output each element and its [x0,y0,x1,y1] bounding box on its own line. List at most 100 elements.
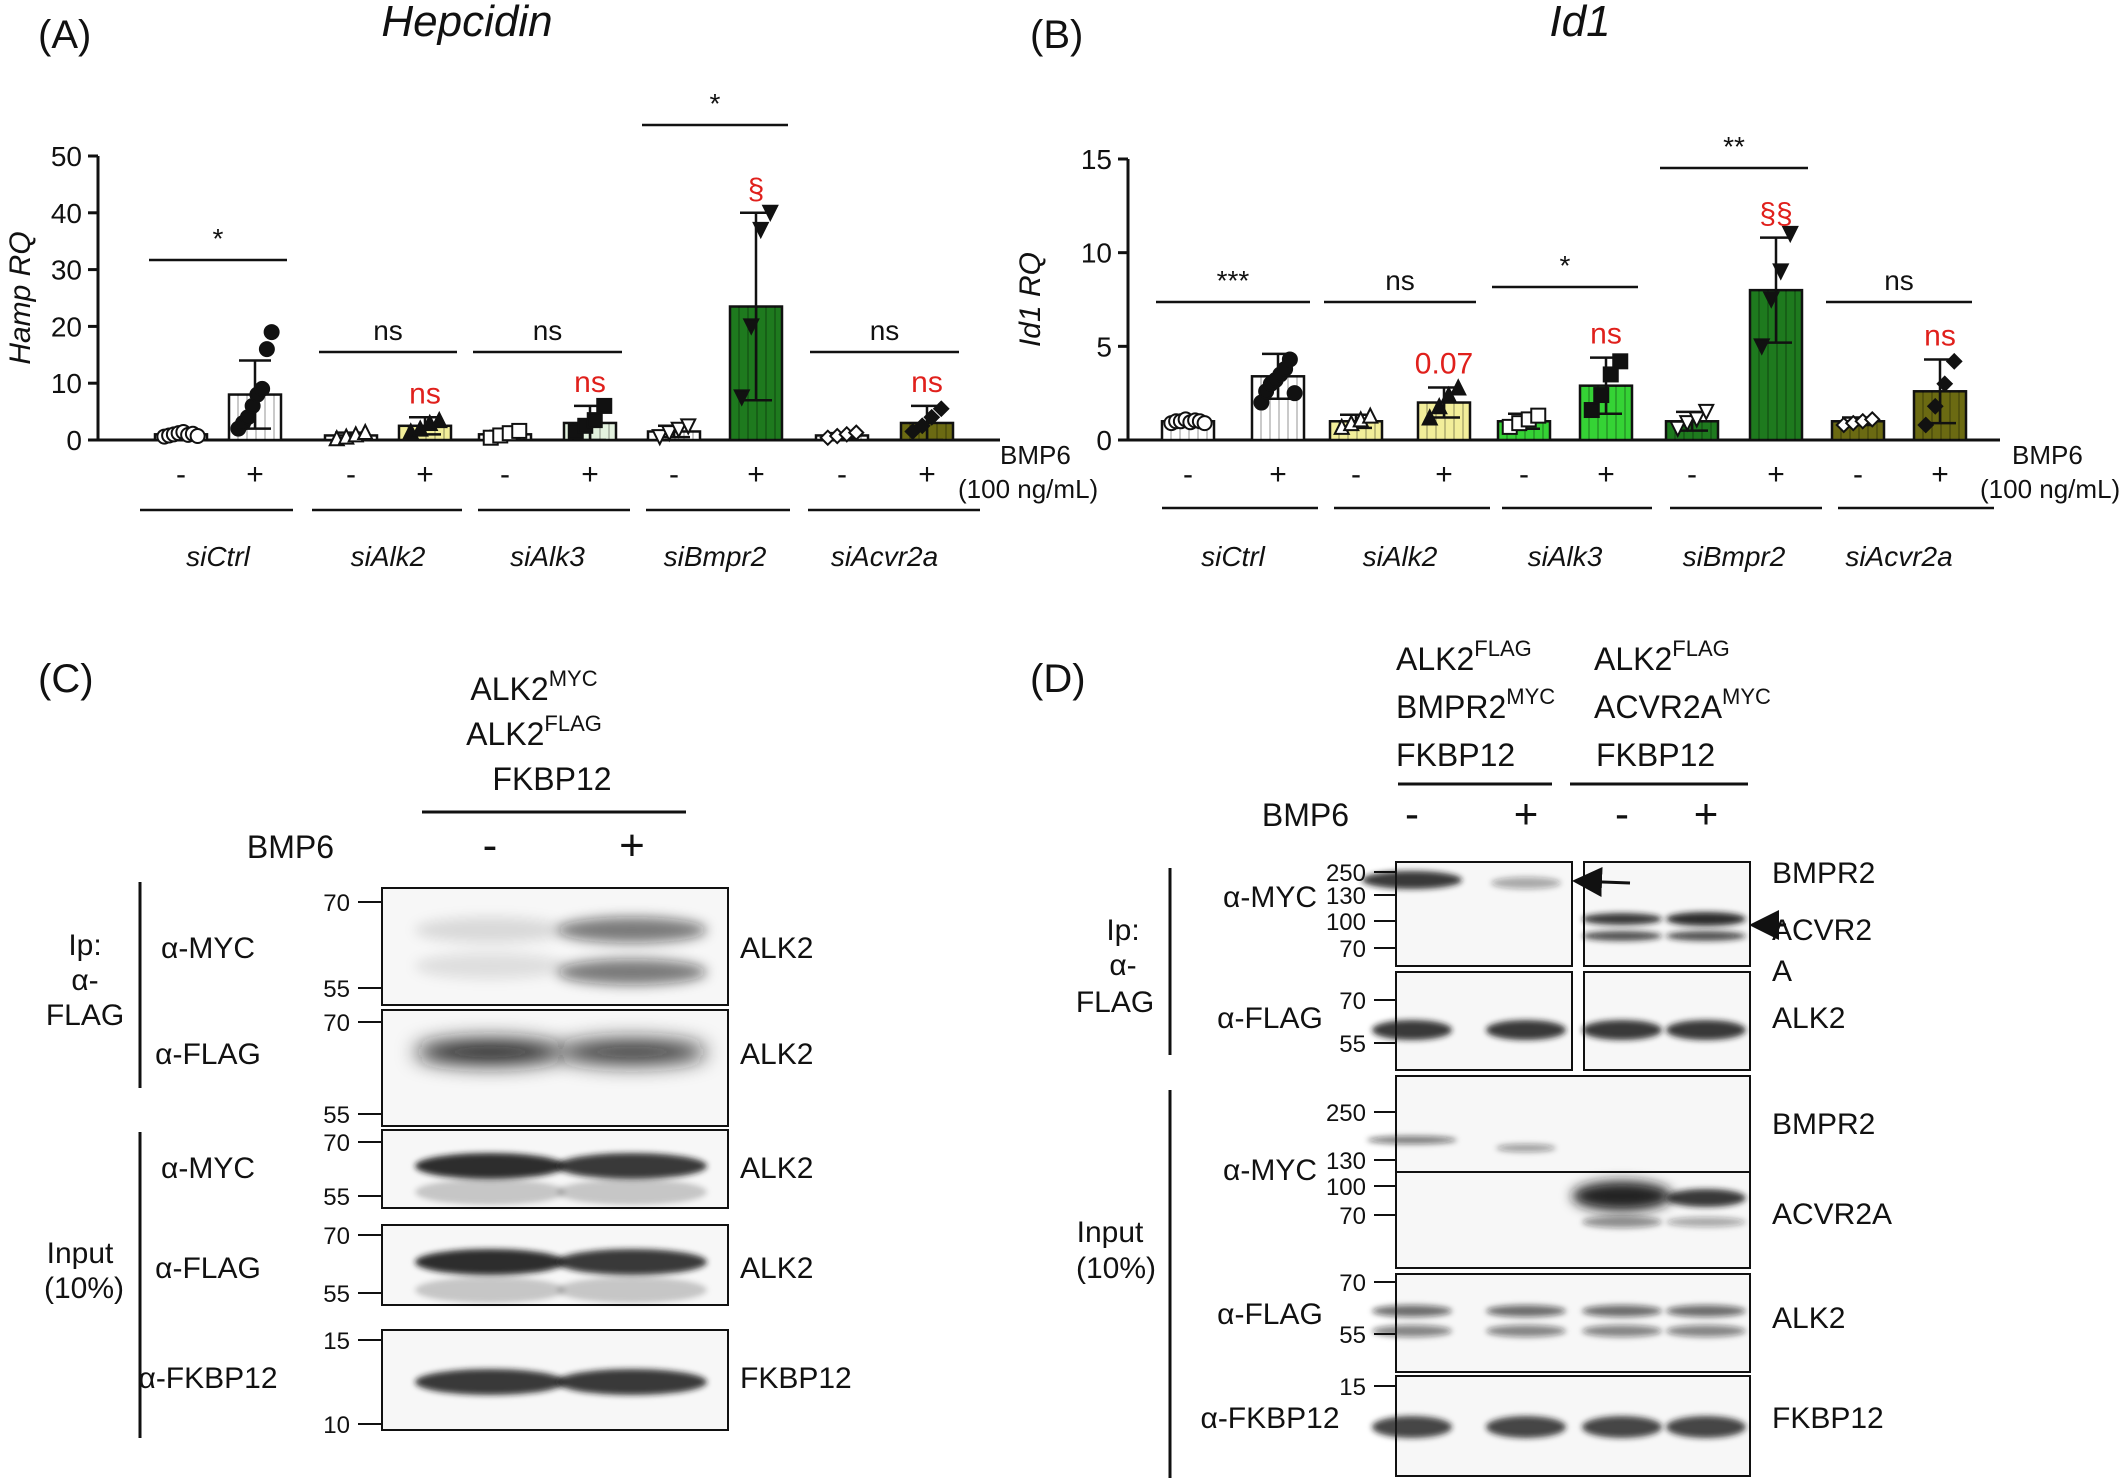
group-label: siAcvr2a [831,541,938,572]
blot-c-antibody: α-FLAG [155,1252,261,1285]
data-point [847,424,865,442]
blot-band [557,917,707,943]
blot-band [1666,1020,1746,1040]
comparison-label: ns [373,315,403,346]
blot-band [1362,871,1462,889]
blot-band [557,1277,707,1303]
group-label: siCtrl [186,541,251,572]
data-point [511,422,528,439]
comparison-label: ns [870,315,900,346]
blot-c-band-label: FKBP12 [740,1362,852,1395]
data-point [1593,387,1610,404]
blot-c-treatment-label: BMP6 [247,829,334,865]
data-point [586,412,603,429]
blot-d-band-label: BMPR2 [1772,1108,1875,1141]
blot-d: ALK2FLAG BMPR2MYC FKBP12 ALK2FLAG ACVR2A… [1076,636,1892,1478]
condition-label: - [346,458,356,491]
data-point [1678,415,1696,433]
data-point [1583,402,1600,419]
mw-marker-label: 100 [1326,1174,1366,1201]
data-point [1936,375,1954,393]
data-point [1863,410,1881,428]
data-point [1753,338,1771,356]
group-label: siBmpr2 [1683,541,1786,572]
blot-band [1582,1305,1662,1317]
data-point [1421,408,1439,426]
condition-label: + [1269,458,1287,491]
data-point [258,341,275,358]
annotation-vs-ctrl: ns [1590,318,1622,351]
y-axis-label: Id1 RQ [1014,252,1047,347]
blot-band [1486,1305,1566,1317]
panel-d-tag: (D) [1030,657,1086,701]
mw-marker-label: 70 [323,1130,350,1157]
group-label: siAlk3 [1528,541,1603,572]
data-point [596,397,613,414]
data-point [1926,397,1944,415]
blot-d-lane-4: + [1694,790,1719,837]
blot-band [1582,1416,1662,1438]
group-label: siAlk2 [1363,541,1438,572]
data-point [1762,291,1780,309]
blot-d-band-label: ACVR2 [1772,914,1872,947]
blot-band [415,953,565,979]
blot-band [1666,1305,1746,1317]
blot-band [1582,1216,1662,1228]
blot-band [415,1249,565,1275]
condition-label: + [747,458,765,491]
blot-band [1372,1020,1452,1040]
blot-band [415,1153,565,1179]
blot-band [1486,1416,1566,1438]
blot-band [415,1039,565,1065]
blot-band [557,1039,707,1065]
blot-band [415,1369,565,1395]
condition-label: - [500,458,510,491]
mw-marker-label: 250 [1326,860,1366,887]
annotation-vs-ctrl: ns [1924,319,1956,352]
blot-d-set2-line3: FKBP12 [1596,737,1715,773]
data-point [913,417,931,435]
blot-band [1486,1325,1566,1337]
blot-c-antibody: α-MYC [161,932,255,965]
blot-band [1666,1189,1746,1207]
mw-marker-label: 55 [323,1281,350,1308]
data-point [263,324,280,341]
mw-marker-label: 70 [323,890,350,917]
data-point [1781,225,1799,244]
data-point [1286,385,1303,402]
blot-band [1666,1416,1746,1438]
annotation-vs-ctrl: ns [574,366,606,399]
blot-band [1666,1217,1746,1227]
blot-d-set1-line1: ALK2FLAG [1396,636,1532,677]
blot-c-input-label-2: (10%) [44,1272,124,1305]
blot-band [1666,1325,1746,1337]
data-point [1530,407,1547,424]
blot-band [557,1369,707,1395]
y-tick-label: 15 [1081,144,1112,175]
comparison-label: ns [1884,265,1914,296]
blot-band [1582,931,1662,941]
annotation-vs-ctrl: § [748,173,765,206]
annotation-vs-ctrl: §§ [1759,198,1792,231]
y-tick-label: 0 [66,425,82,456]
comparison-label: ** [1723,131,1745,162]
blot-d-set1-line2: BMPR2MYC [1396,684,1555,725]
blot-c-band-label: ALK2 [740,1152,813,1185]
annotation-vs-ctrl: ns [911,366,943,399]
group-label: siAlk3 [510,541,585,572]
mw-marker-label: 15 [1339,1374,1366,1401]
mw-marker-label: 55 [323,1102,350,1129]
y-tick-label: 10 [51,368,82,399]
blot-d-antibody: α-FLAG [1217,1298,1323,1331]
blot-membrane [381,1009,729,1127]
panel-b-title: Id1 [1549,0,1610,46]
data-point [1449,378,1467,396]
data-point [1361,406,1379,424]
y-tick-label: 10 [1081,238,1112,269]
blot-band [557,1179,707,1205]
condition-label: + [918,458,936,491]
mw-marker-label: 10 [323,1412,350,1439]
blot-band [1582,1020,1662,1040]
blot-c: ALK2MYC ALK2FLAG FKBP12 BMP6 - + Ip: α- … [44,666,852,1439]
blot-band [1372,1416,1452,1438]
